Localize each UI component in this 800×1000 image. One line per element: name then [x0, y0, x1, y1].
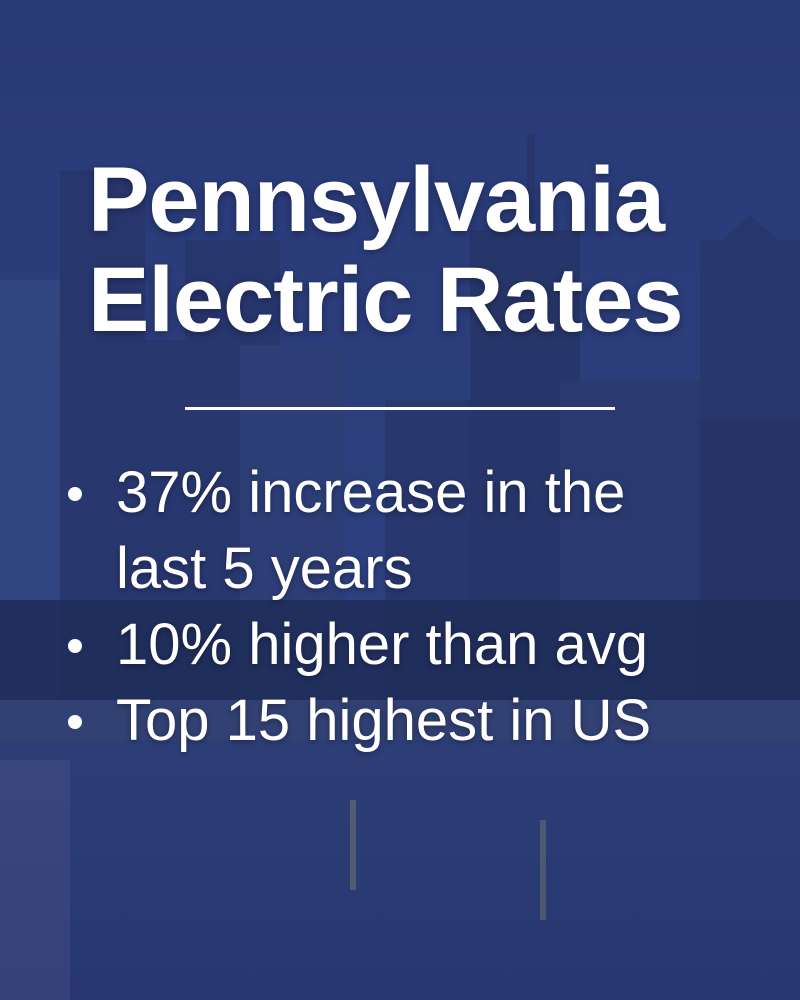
- title-line: Electric Rates: [88, 249, 684, 351]
- bullet-text: 37% increase in the last 5 years: [116, 460, 626, 601]
- title: Pennsylvania Electric Rates: [88, 149, 684, 351]
- bullet-item: 37% increase in the last 5 years: [62, 455, 722, 607]
- bullet-list: 37% increase in the last 5 years 10% hig…: [62, 455, 722, 759]
- spire: [527, 135, 535, 235]
- bullet-item: 10% higher than avg: [62, 607, 722, 683]
- reflection: [0, 760, 70, 1000]
- walkway: [0, 700, 800, 740]
- reflection: [350, 800, 356, 890]
- bullet-item: Top 15 highest in US: [62, 683, 722, 759]
- water: [0, 740, 800, 1000]
- bullet-dot: [68, 715, 82, 729]
- reflection: [540, 820, 546, 920]
- divider: [185, 407, 615, 410]
- bullet-text: 10% higher than avg: [116, 612, 649, 677]
- roof: [700, 215, 800, 260]
- title-line: Pennsylvania: [88, 149, 665, 251]
- bullet-text: Top 15 highest in US: [116, 688, 652, 753]
- bullet-dot: [68, 487, 82, 501]
- bullet-dot: [68, 639, 82, 653]
